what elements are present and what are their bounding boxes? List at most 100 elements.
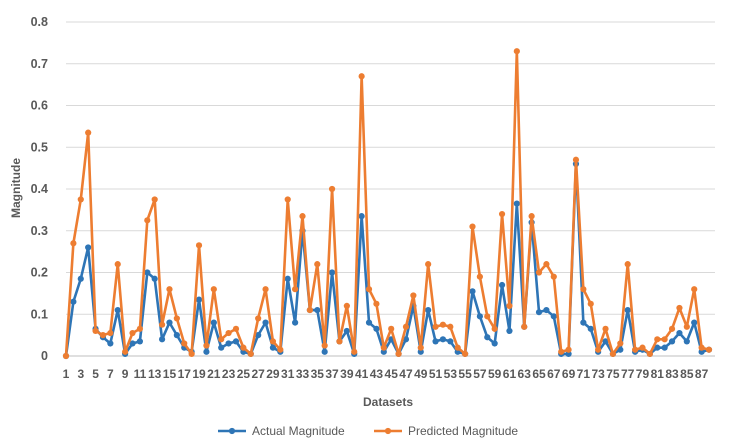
x-tick-label: 33 bbox=[296, 367, 310, 381]
x-tick-label: 49 bbox=[414, 367, 428, 381]
data-point bbox=[284, 275, 291, 282]
x-tick-label: 21 bbox=[207, 367, 221, 381]
data-point bbox=[402, 336, 410, 343]
data-point bbox=[705, 346, 713, 353]
data-point bbox=[70, 298, 77, 305]
series-layer bbox=[62, 48, 713, 360]
data-point bbox=[365, 319, 373, 326]
data-point bbox=[506, 327, 513, 335]
x-tick-label: 37 bbox=[325, 367, 339, 381]
y-axis-title: Magnitude bbox=[9, 158, 23, 218]
data-point bbox=[151, 196, 158, 203]
data-point bbox=[417, 344, 424, 351]
data-point bbox=[158, 336, 166, 343]
x-tick-label: 87 bbox=[695, 367, 709, 381]
data-point bbox=[425, 306, 432, 314]
data-point bbox=[269, 338, 277, 345]
data-point bbox=[550, 313, 557, 320]
gridlines bbox=[66, 21, 715, 357]
data-point bbox=[321, 342, 328, 349]
data-point bbox=[580, 319, 587, 326]
data-point bbox=[292, 319, 299, 326]
data-point bbox=[336, 338, 343, 345]
legend-label: Predicted Magnitude bbox=[408, 424, 518, 438]
x-tick-label: 77 bbox=[621, 367, 635, 381]
data-point bbox=[314, 261, 321, 268]
data-point bbox=[247, 350, 254, 358]
data-point bbox=[432, 338, 439, 345]
data-point bbox=[617, 346, 624, 353]
data-point bbox=[410, 292, 417, 299]
x-tick-label: 35 bbox=[311, 367, 325, 381]
data-point bbox=[572, 156, 580, 163]
data-point bbox=[77, 196, 84, 203]
x-tick-label: 19 bbox=[192, 367, 206, 381]
data-point bbox=[484, 313, 491, 320]
data-point bbox=[218, 344, 225, 351]
data-point bbox=[484, 334, 491, 341]
x-tick-label: 25 bbox=[237, 367, 251, 381]
data-point bbox=[439, 321, 447, 328]
y-tick-label: 0.4 bbox=[31, 182, 48, 196]
x-tick-label: 41 bbox=[355, 367, 369, 381]
data-point bbox=[277, 346, 284, 353]
legend-marker bbox=[228, 427, 236, 435]
x-tick-label: 75 bbox=[606, 367, 620, 381]
data-point bbox=[668, 325, 676, 332]
data-point bbox=[107, 340, 114, 347]
data-point bbox=[173, 315, 180, 322]
data-point bbox=[144, 269, 151, 276]
x-tick-label: 17 bbox=[178, 367, 192, 381]
data-point bbox=[447, 323, 454, 330]
data-point bbox=[498, 210, 506, 218]
data-point bbox=[136, 325, 144, 332]
data-point bbox=[631, 346, 639, 353]
data-point bbox=[476, 273, 483, 280]
data-point bbox=[85, 244, 92, 251]
data-point bbox=[92, 327, 99, 335]
legend-marker bbox=[384, 427, 392, 435]
data-point bbox=[114, 261, 121, 268]
data-point bbox=[668, 338, 676, 345]
data-point bbox=[129, 340, 136, 347]
data-point bbox=[676, 304, 683, 312]
data-point bbox=[609, 350, 617, 358]
series-actual bbox=[62, 160, 713, 360]
data-point bbox=[432, 323, 439, 330]
data-point bbox=[491, 340, 498, 347]
x-tick-label: 7 bbox=[107, 367, 114, 381]
data-point bbox=[173, 332, 180, 339]
data-point bbox=[676, 329, 683, 337]
x-tick-label: 15 bbox=[163, 367, 177, 381]
x-tick-label: 29 bbox=[266, 367, 280, 381]
data-point bbox=[151, 275, 158, 282]
data-point bbox=[691, 286, 698, 293]
data-point bbox=[543, 261, 550, 268]
x-tick-label: 9 bbox=[122, 367, 129, 381]
x-tick-label: 31 bbox=[281, 367, 295, 381]
data-point bbox=[646, 350, 653, 358]
data-point bbox=[476, 313, 483, 320]
data-point bbox=[240, 344, 247, 351]
data-point bbox=[373, 325, 380, 332]
x-tick-label: 67 bbox=[547, 367, 561, 381]
legend-item: Actual Magnitude bbox=[218, 424, 345, 438]
x-tick-label: 61 bbox=[503, 367, 517, 381]
data-point bbox=[328, 185, 336, 193]
data-point bbox=[602, 325, 609, 332]
y-tick-label: 0.6 bbox=[31, 99, 48, 113]
data-point bbox=[395, 350, 402, 358]
data-point bbox=[299, 213, 306, 220]
y-tick-label: 0 bbox=[41, 349, 48, 363]
data-point bbox=[358, 73, 365, 80]
x-tick-label: 39 bbox=[340, 367, 354, 381]
x-tick-label: 79 bbox=[636, 367, 650, 381]
data-point bbox=[558, 348, 565, 355]
x-tick-label: 55 bbox=[458, 367, 472, 381]
x-axis-tick-labels: 1 3 5 7 9 11 13 15 17 19 21 23 25 27 29 31 33 35 37 39 41 43 4… bbox=[63, 367, 709, 381]
data-point bbox=[321, 348, 328, 355]
x-tick-label: 63 bbox=[518, 367, 532, 381]
data-point bbox=[314, 306, 321, 314]
data-point bbox=[136, 338, 144, 345]
